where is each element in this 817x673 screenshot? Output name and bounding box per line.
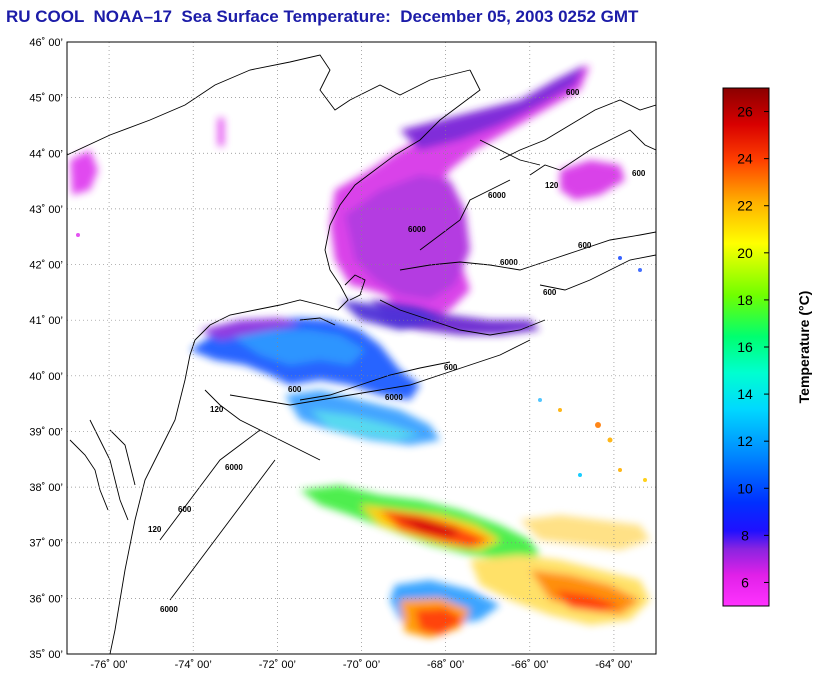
map-title: RU COOL NOAA–17 Sea Surface Temperature:…: [6, 7, 639, 26]
contour-label: 600: [178, 505, 192, 514]
contour-label: 6000: [408, 225, 426, 234]
longitude-tick-label: -70˚ 00’: [343, 659, 380, 671]
contour-label: 6000: [488, 191, 506, 200]
colorbar-tick-label: 22: [737, 198, 753, 214]
colorbar-tick-label: 16: [737, 339, 753, 355]
contour-label: 120: [148, 525, 162, 534]
colorbar-tick-label: 14: [737, 386, 753, 402]
latitude-tick-label: 35˚ 00’: [29, 649, 63, 661]
sst-imagery-layer: [70, 65, 650, 638]
contour-label: 600: [632, 169, 646, 178]
latitude-tick-label: 44˚ 00’: [29, 148, 63, 160]
longitude-tick-label: -68˚ 00’: [427, 659, 464, 671]
latitude-tick-label: 42˚ 00’: [29, 260, 63, 272]
latitude-tick-label: 37˚ 00’: [29, 538, 63, 550]
contour-label: 600: [444, 363, 458, 372]
latitude-tick-label: 38˚ 00’: [29, 482, 63, 494]
longitude-tick-label: -76˚ 00’: [90, 659, 127, 671]
contour-label: 600: [578, 241, 592, 250]
latitude-tick-label: 40˚ 00’: [29, 371, 63, 383]
colorbar-tick-label: 24: [737, 151, 753, 167]
contour-label: 600: [566, 88, 580, 97]
contour-label: 600: [543, 288, 557, 297]
latitude-tick-label: 46˚ 00’: [29, 37, 63, 49]
longitude-labels: -76˚ 00’ -74˚ 00’ -72˚ 00’ -70˚ 00’ -68˚ 00’…: [90, 659, 632, 671]
colorbar-gradient: [722, 87, 770, 607]
map-frame: [66, 41, 657, 655]
latitude-tick-label: 41˚ 00’: [29, 315, 63, 327]
longitude-tick-label: -64˚ 00’: [595, 659, 632, 671]
contour-label: 600: [288, 385, 302, 394]
contour-label: 120: [210, 405, 224, 414]
contour-label: 6000: [160, 605, 178, 614]
colorbar-ticks: 26 24 22 20 18 16 14 12 10 8 6: [737, 104, 769, 590]
longitude-tick-label: -74˚ 00’: [175, 659, 212, 671]
colorbar: 26 24 22 20 18 16 14 12 10 8 6 Temperature (°C): [722, 87, 812, 607]
longitude-tick-label: -72˚ 00’: [259, 659, 296, 671]
contour-label-layer: 600 120 6000 600 600 6000 600 600 6000 1…: [148, 88, 646, 614]
colorbar-tick-label: 20: [737, 245, 753, 261]
colorbar-title: Temperature (°C): [796, 291, 812, 404]
latitude-labels: 46˚ 00’ 45˚ 00’ 44˚ 00’ 43˚ 00’ 42˚ 00’ 41˚ 0…: [29, 37, 63, 661]
colorbar-tick-label: 26: [737, 104, 753, 120]
contour-label: 6000: [225, 463, 243, 472]
colorbar-tick-label: 10: [737, 480, 753, 496]
contour-label: 6000: [500, 258, 518, 267]
colorbar-tick-label: 6: [741, 574, 749, 590]
latitude-tick-label: 36˚ 00’: [29, 593, 63, 605]
colorbar-tick-label: 18: [737, 292, 753, 308]
latitude-tick-label: 43˚ 00’: [29, 204, 63, 216]
longitude-tick-label: -66˚ 00’: [511, 659, 548, 671]
colorbar-tick-label: 12: [737, 433, 753, 449]
colorbar-tick-label: 8: [741, 527, 749, 543]
contour-label: 6000: [385, 393, 403, 402]
contour-label: 120: [545, 181, 559, 190]
latitude-tick-label: 39˚ 00’: [29, 426, 63, 438]
latitude-tick-label: 45˚ 00’: [29, 93, 63, 105]
